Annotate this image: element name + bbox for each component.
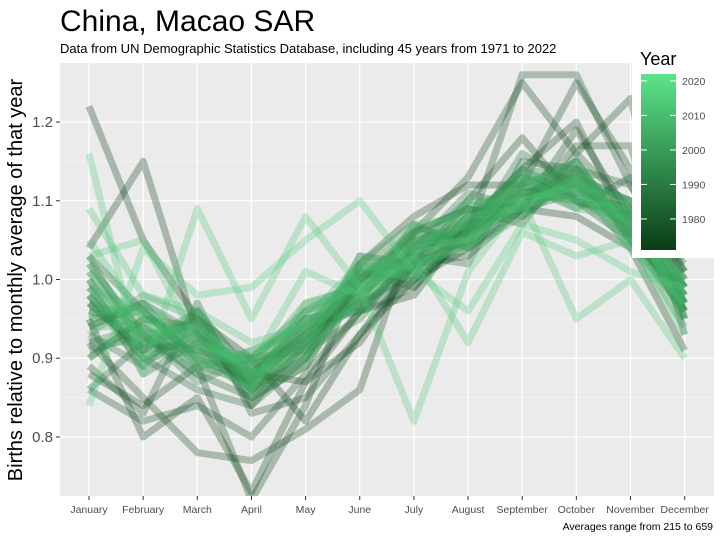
series-line-1982 bbox=[86, 150, 688, 409]
grid-minor bbox=[60, 161, 714, 398]
series-line-1997 bbox=[85, 165, 688, 402]
y-tick-label: 0.8 bbox=[32, 429, 53, 446]
series-line-1992 bbox=[88, 173, 688, 370]
y-tick-label: 1.1 bbox=[32, 193, 53, 210]
grid-major bbox=[60, 63, 714, 496]
series-line-2003 bbox=[87, 173, 688, 362]
series-line-1977 bbox=[86, 126, 687, 417]
series-line-2000 bbox=[86, 181, 688, 370]
series-line-1972 bbox=[86, 118, 688, 386]
series-line-1978 bbox=[86, 142, 688, 409]
y-tick-label: 1.0 bbox=[32, 272, 53, 289]
series-line-1973 bbox=[85, 134, 688, 496]
x-tick-label: March bbox=[183, 504, 212, 516]
series-line-1987 bbox=[87, 165, 688, 378]
series-line-1979 bbox=[86, 181, 688, 386]
series-line-2013 bbox=[88, 228, 688, 370]
series-line-1983 bbox=[87, 173, 688, 394]
y-tick-label: 0.9 bbox=[32, 350, 53, 367]
series-line-2010 bbox=[86, 173, 688, 378]
series-line-1975 bbox=[86, 79, 688, 465]
y-axis-label: Births relative to monthly average of th… bbox=[5, 78, 27, 481]
legend-title: Year bbox=[640, 49, 676, 69]
legend-ticks: 1980 1990 2000 2010 2020 bbox=[641, 76, 706, 226]
series-line-1974 bbox=[87, 79, 688, 496]
series-line-1990 bbox=[88, 157, 687, 378]
series-line-1993 bbox=[86, 165, 688, 394]
series-line-1984 bbox=[85, 157, 688, 378]
series-line-1986 bbox=[86, 150, 688, 394]
series-line-2001 bbox=[88, 189, 688, 386]
series-line-2008 bbox=[86, 157, 688, 378]
series-line-1995 bbox=[86, 181, 688, 394]
x-tick-label: October bbox=[558, 504, 596, 516]
legend-colorbar bbox=[641, 74, 676, 250]
series-line-1981 bbox=[86, 157, 688, 393]
series-line-2004 bbox=[86, 181, 688, 394]
legend-tick-label: 2000 bbox=[682, 145, 706, 157]
legend: Year 1980 1990 2000 2010 2020 bbox=[632, 44, 720, 258]
series-line-1998 bbox=[87, 165, 688, 378]
legend-tick-label: 2010 bbox=[682, 110, 706, 122]
series-lines bbox=[85, 71, 688, 496]
x-tick-label: September bbox=[497, 504, 549, 516]
series-line-1971 bbox=[85, 104, 688, 425]
chart-title: China, Macao SAR bbox=[60, 5, 315, 38]
series-line-2015 bbox=[85, 197, 686, 407]
series-line-1989 bbox=[86, 165, 688, 402]
x-tick-label: June bbox=[348, 504, 371, 516]
x-tick-label: February bbox=[122, 504, 165, 516]
series-line-2009 bbox=[89, 173, 688, 362]
series-line-2006 bbox=[86, 165, 688, 386]
legend-tick-label: 2020 bbox=[682, 76, 706, 88]
series-line-1980 bbox=[88, 173, 688, 402]
chart-subtitle: Data from UN Demographic Statistics Data… bbox=[60, 41, 556, 56]
series-line-1991 bbox=[86, 189, 688, 386]
series-line-2014 bbox=[85, 152, 688, 425]
series-line-2007 bbox=[89, 181, 688, 370]
series-line-2011 bbox=[86, 189, 688, 394]
x-tick-label: December bbox=[660, 504, 709, 516]
x-tick-label: August bbox=[452, 504, 485, 516]
series-line-2002 bbox=[89, 165, 688, 378]
x-tick-label: May bbox=[296, 504, 317, 516]
series-line-2012 bbox=[86, 181, 688, 346]
series-line-1988 bbox=[86, 189, 688, 386]
series-line-1999 bbox=[86, 173, 688, 386]
y-axis-ticks: 0.8 0.9 1.0 1.1 1.2 bbox=[32, 114, 60, 446]
series-line-2005 bbox=[88, 173, 687, 370]
x-tick-label: July bbox=[405, 504, 424, 516]
x-tick-label: January bbox=[70, 504, 108, 516]
x-tick-label: November bbox=[606, 504, 655, 516]
series-line-1996 bbox=[86, 181, 686, 362]
x-axis-ticks: January February March April May June July Augu… bbox=[70, 496, 709, 516]
series-line-1976 bbox=[87, 71, 688, 441]
legend-tick-label: 1990 bbox=[682, 179, 706, 191]
series-line-1985 bbox=[88, 173, 688, 386]
y-tick-label: 1.2 bbox=[32, 114, 53, 131]
legend-tick-label: 1980 bbox=[682, 214, 706, 226]
series-line-1994 bbox=[87, 173, 688, 370]
x-tick-label: April bbox=[241, 504, 262, 516]
chart-caption: Averages range from 215 to 659 bbox=[563, 521, 714, 533]
